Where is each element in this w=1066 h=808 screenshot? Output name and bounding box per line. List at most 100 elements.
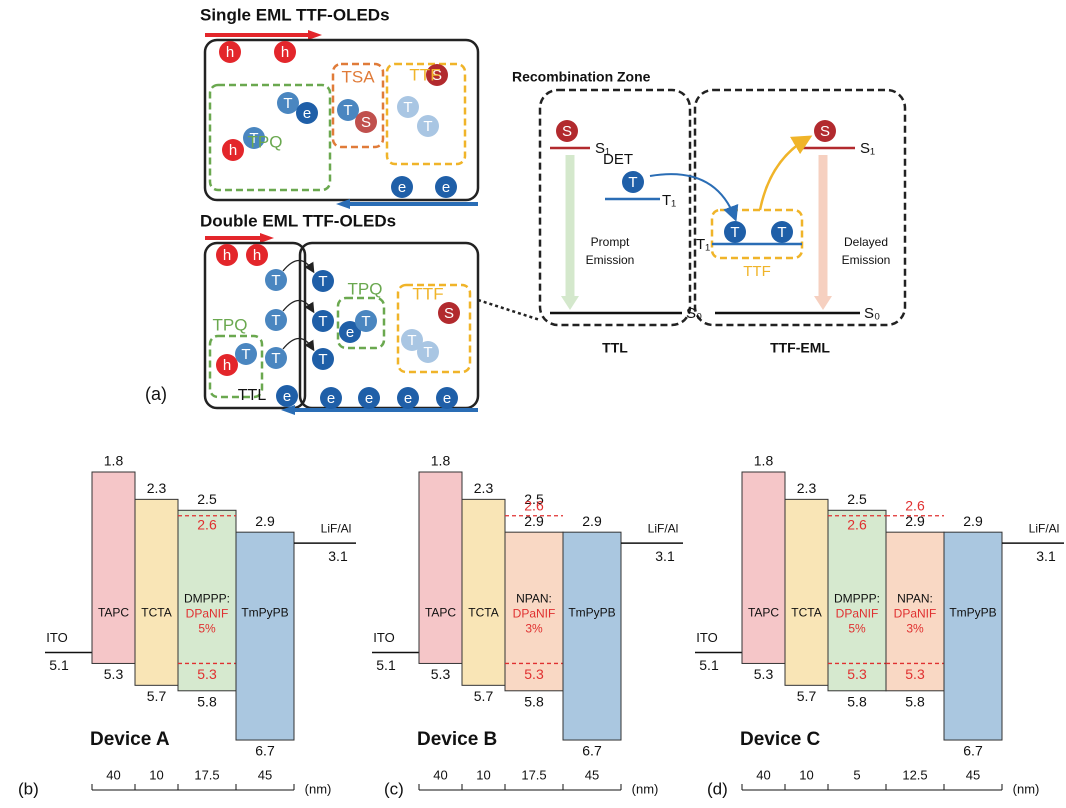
- box-label: TPQ: [213, 315, 248, 334]
- level-value: 5.1: [699, 657, 719, 673]
- zone-label: TTL: [602, 340, 628, 356]
- level-value: 3.1: [1036, 548, 1056, 564]
- particle-label: e: [303, 105, 311, 122]
- layer: [944, 532, 1002, 740]
- title: Double EML TTF-OLEDs: [200, 211, 396, 230]
- layer: [462, 499, 505, 685]
- layer: [785, 499, 828, 685]
- layer-name: DMPPP:: [834, 592, 880, 606]
- dopant-value: 5.3: [524, 666, 544, 682]
- level-value: 3.1: [655, 548, 675, 564]
- layer: [419, 472, 462, 663]
- layer-name: 3%: [906, 622, 924, 636]
- zone-label: TTF-EML: [770, 340, 830, 356]
- particle-label: T: [403, 99, 412, 116]
- thickness: 10: [149, 767, 163, 782]
- thickness: 10: [799, 767, 813, 782]
- level-value: 2.5: [847, 491, 867, 507]
- level-value: 2.9: [582, 513, 602, 529]
- level-value: 5.3: [104, 666, 124, 682]
- dopant-value: 2.6: [847, 516, 867, 532]
- particle-label: T: [283, 95, 292, 112]
- particle-label: T: [777, 224, 786, 241]
- layer: [742, 472, 785, 663]
- particle-label: e: [327, 390, 335, 407]
- thickness: 17.5: [194, 767, 219, 782]
- layer: [236, 532, 294, 740]
- particle-label: h: [253, 247, 261, 264]
- electrode-label: LiF/Al: [321, 521, 352, 535]
- particle-label: S: [444, 305, 454, 322]
- title: Single EML TTF-OLEDs: [200, 5, 390, 24]
- layer-name: 3%: [525, 622, 543, 636]
- particle-label: T: [343, 102, 352, 119]
- level-value: 2.9: [963, 513, 983, 529]
- level-label: T₁: [662, 192, 676, 209]
- layer-name: DPaNIF: [836, 607, 879, 621]
- level-label: S₁: [860, 140, 875, 157]
- particle-label: e: [442, 179, 450, 196]
- dopant-value: 5.3: [847, 666, 867, 682]
- level-value: 1.8: [431, 453, 451, 469]
- particle-label: h: [223, 357, 231, 374]
- level-value: 2.3: [797, 480, 817, 496]
- level-value: 5.3: [754, 666, 774, 682]
- level-value: 2.5: [197, 491, 217, 507]
- particle-label: T: [730, 224, 739, 241]
- thickness: 12.5: [902, 767, 927, 782]
- box-label: TPQ: [348, 279, 383, 298]
- emission-label: Delayed: [844, 235, 888, 249]
- electrode-label: LiF/Al: [1029, 521, 1060, 535]
- layer-name: 5%: [848, 622, 866, 636]
- particle-label: h: [226, 44, 234, 61]
- unit: (nm): [632, 781, 659, 796]
- dopant-value: 2.6: [197, 516, 217, 532]
- electrode-label: ITO: [696, 630, 717, 645]
- level-value: 5.8: [847, 694, 867, 710]
- particle-label: T: [407, 332, 416, 349]
- particle-label: S: [361, 114, 371, 131]
- layer-name: TAPC: [425, 606, 456, 620]
- level-value: 6.7: [963, 743, 983, 759]
- thickness: 40: [106, 767, 120, 782]
- transfer-arrow: [283, 301, 313, 312]
- level-value: 2.3: [147, 480, 167, 496]
- box-label: TSA: [341, 67, 375, 86]
- layer-name: DMPPP:: [184, 592, 230, 606]
- level-value: 5.8: [905, 694, 925, 710]
- level-value: 1.8: [754, 453, 774, 469]
- level-value: 6.7: [255, 743, 275, 759]
- transfer-arrow: [283, 261, 313, 272]
- dopant-value: 5.3: [905, 666, 925, 682]
- particle-label: T: [423, 118, 432, 135]
- process-label: DET: [603, 151, 633, 168]
- level-label: S₀: [864, 305, 880, 322]
- unit: (nm): [305, 781, 332, 796]
- layer-name: TCTA: [141, 606, 171, 620]
- level-value: 3.1: [328, 548, 348, 564]
- layer-name: TmPyPB: [949, 606, 996, 620]
- device-name: Device A: [90, 729, 170, 750]
- zone-title: Recombination Zone: [512, 69, 651, 85]
- box-label: TTF: [409, 65, 440, 84]
- level-label: S₀: [686, 305, 702, 322]
- emission-label: Prompt: [591, 235, 630, 249]
- level-value: 5.7: [797, 688, 817, 704]
- panel-label: (a): [145, 384, 167, 404]
- layer-label: TTL: [238, 387, 267, 404]
- level-value: 5.3: [431, 666, 451, 682]
- device-name: Device C: [740, 729, 821, 750]
- particle-label: h: [281, 44, 289, 61]
- particle-label: T: [271, 350, 280, 367]
- particle-label: T: [318, 273, 327, 290]
- electrode-label: ITO: [373, 630, 394, 645]
- thickness: 45: [258, 767, 272, 782]
- layer-name: DPaNIF: [894, 607, 937, 621]
- particle-label: T: [271, 272, 280, 289]
- layer: [92, 472, 135, 663]
- layer-name: TAPC: [98, 606, 129, 620]
- thickness: 45: [585, 767, 599, 782]
- device-name: Device B: [417, 729, 497, 750]
- level-label: T₁: [696, 236, 710, 253]
- particle-label: e: [443, 390, 451, 407]
